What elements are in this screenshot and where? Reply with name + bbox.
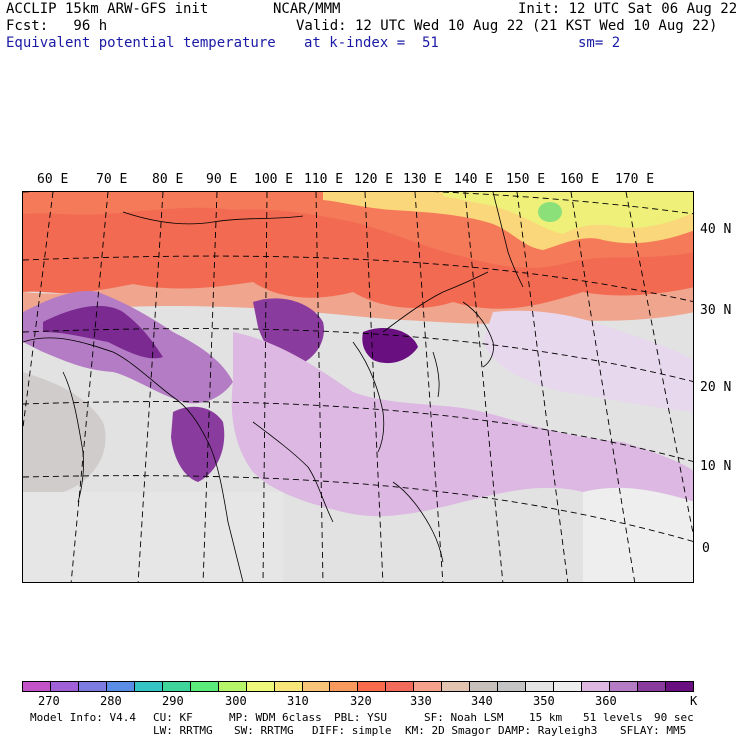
mp-scheme: MP: WDM 6class — [229, 711, 322, 724]
colorbar-segment — [610, 682, 638, 691]
lon-label: 80 E — [152, 172, 184, 187]
colorbar-segment — [386, 682, 415, 691]
model-title: ACCLIP 15km ARW-GFS init — [6, 1, 209, 17]
lon-label: 170 E — [615, 172, 655, 187]
theta-e-field — [23, 192, 693, 582]
colorbar-tick: 340 — [471, 694, 493, 708]
resolution: 15 km — [529, 711, 563, 724]
lon-label: 60 E — [37, 172, 69, 187]
colorbar-segment — [134, 682, 163, 691]
colorbar-segment — [554, 682, 583, 691]
colorbar-segment — [50, 682, 79, 691]
colorbar-tick: 280 — [100, 694, 122, 708]
colorbar-segment — [358, 682, 387, 691]
lon-label: 100 E — [254, 172, 294, 187]
level-index: at k-index = 51 — [304, 35, 439, 51]
colorbar-tick: 290 — [162, 694, 184, 708]
colorbar-segment — [442, 682, 471, 691]
lon-label: 90 E — [206, 172, 238, 187]
lon-label: 130 E — [403, 172, 443, 187]
colorbar-segment — [106, 682, 135, 691]
lon-label: 150 E — [506, 172, 546, 187]
colorbar-segment — [78, 682, 107, 691]
color-scale-bar — [22, 681, 694, 692]
colorbar-segment — [218, 682, 247, 691]
damp-scheme: DAMP: Rayleigh3 — [498, 724, 598, 737]
forecast-hour: Fcst: 96 h — [6, 18, 108, 34]
map-panel — [22, 191, 694, 583]
km-scheme: KM: 2D Smagor — [405, 724, 492, 737]
colorbar-tick: 320 — [350, 694, 372, 708]
colorbar-tick: 270 — [38, 694, 60, 708]
sf-scheme: SF: Noah LSM — [424, 711, 504, 724]
field-name: Equivalent potential temperature — [6, 35, 276, 51]
lon-label: 160 E — [560, 172, 600, 187]
colorbar-segment — [246, 682, 275, 691]
center-label: NCAR/MMM — [273, 1, 341, 17]
sw-scheme: SW: RRTMG — [234, 724, 294, 737]
valid-time: Valid: 12 UTC Wed 10 Aug 22 (21 KST Wed … — [296, 18, 718, 34]
colorbar-unit: K — [690, 694, 698, 708]
lat-label: 0 — [702, 541, 710, 556]
colorbar-segment — [582, 682, 611, 691]
timestep: 90 sec — [654, 711, 694, 724]
colorbar-segment — [190, 682, 219, 691]
lat-label: 10 N — [700, 459, 732, 474]
colorbar-tick: 350 — [533, 694, 555, 708]
cu-scheme: CU: KF — [153, 711, 193, 724]
colorbar-segment — [665, 682, 693, 691]
colorbar-segment — [414, 682, 443, 691]
lat-label: 30 N — [700, 303, 732, 318]
lon-label: 140 E — [454, 172, 494, 187]
model-info: Model Info: V4.4 — [30, 711, 136, 724]
colorbar-segment — [274, 682, 303, 691]
lon-label: 70 E — [96, 172, 128, 187]
colorbar-tick: 330 — [410, 694, 432, 708]
colorbar-tick: 310 — [287, 694, 309, 708]
sflay-scheme: SFLAY: MM5 — [620, 724, 687, 737]
levels: 51 levels — [583, 711, 643, 724]
colorbar-segment — [162, 682, 191, 691]
colorbar-segment — [470, 682, 499, 691]
init-time: Init: 12 UTC Sat 06 Aug 22 — [518, 1, 738, 17]
colorbar-segment — [23, 682, 51, 691]
smoothing-label: sm= 2 — [578, 35, 621, 51]
colorbar-segment — [498, 682, 527, 691]
lon-label: 120 E — [354, 172, 394, 187]
lon-label: 110 E — [304, 172, 344, 187]
lat-label: 20 N — [700, 380, 732, 395]
colorbar-tick: 360 — [595, 694, 617, 708]
colorbar-tick: 300 — [225, 694, 247, 708]
colorbar-segment — [526, 682, 555, 691]
pbl-scheme: PBL: YSU — [334, 711, 387, 724]
lw-scheme: LW: RRTMG — [153, 724, 213, 737]
colorbar-segment — [302, 682, 331, 691]
diff-scheme: DIFF: simple — [312, 724, 392, 737]
colorbar-segment — [637, 682, 666, 691]
colorbar-segment — [330, 682, 359, 691]
lat-label: 40 N — [700, 222, 732, 237]
